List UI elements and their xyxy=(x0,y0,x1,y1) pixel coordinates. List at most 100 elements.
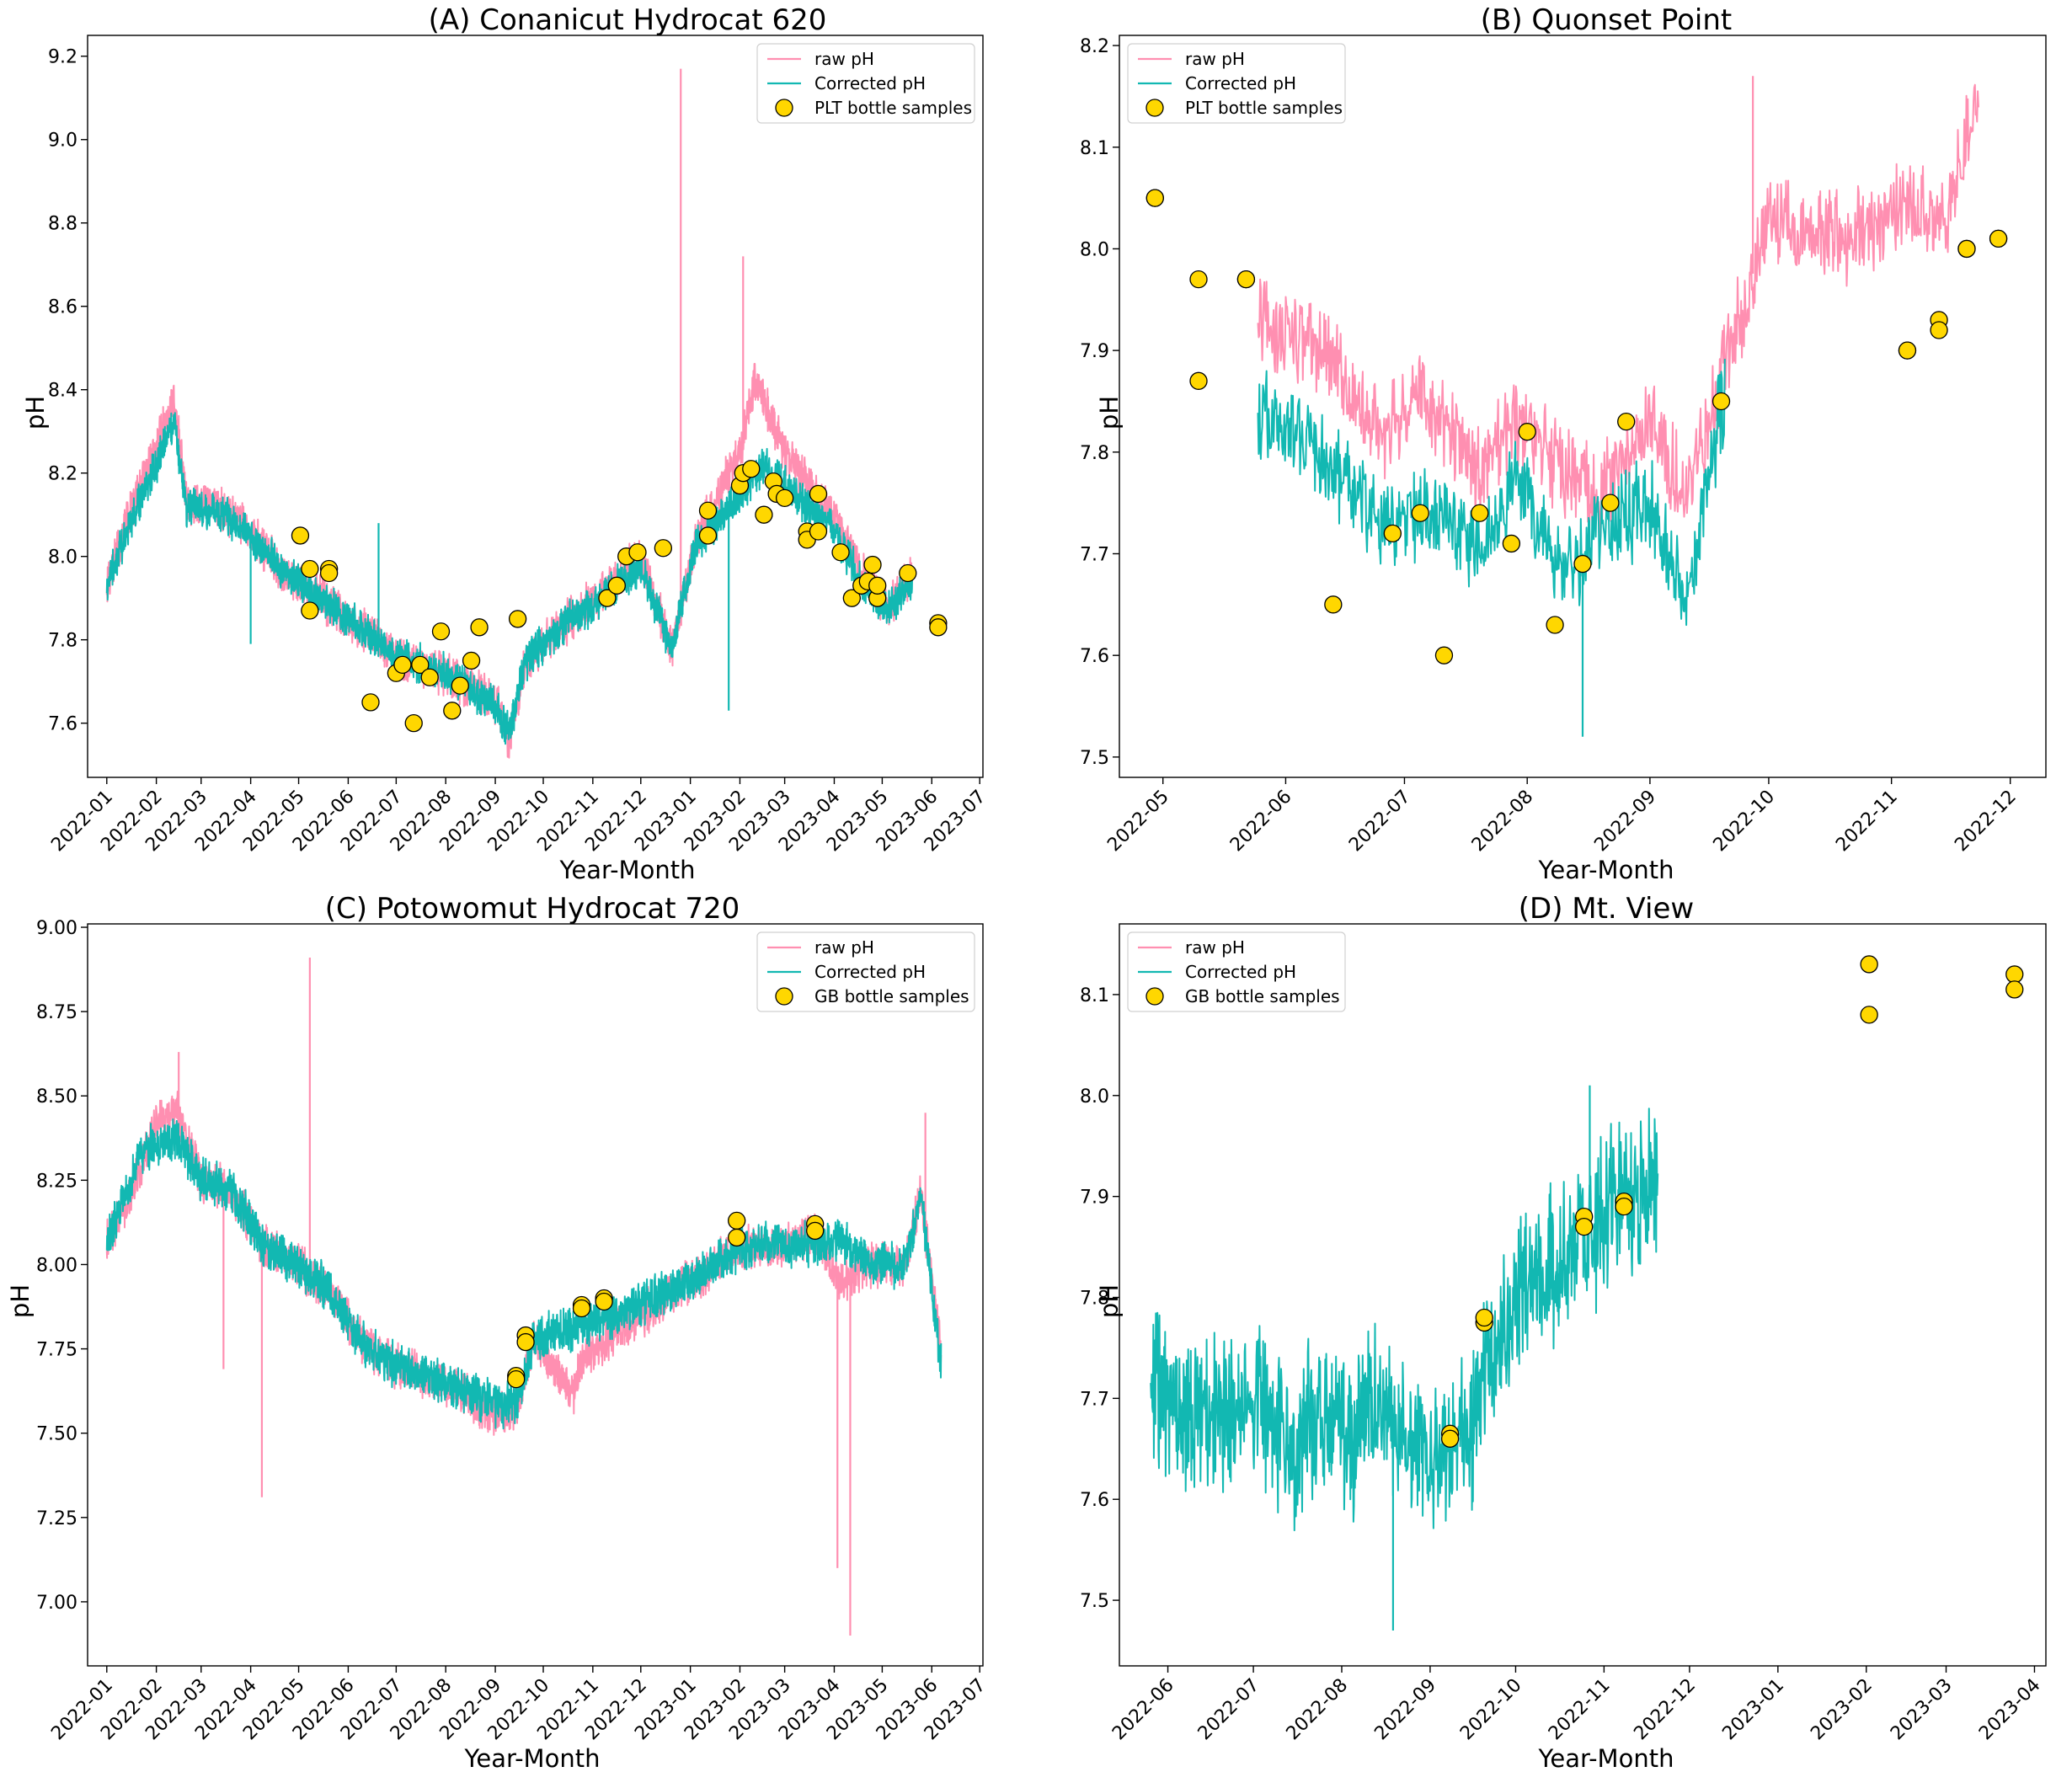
bottle-sample-point xyxy=(2005,980,2024,999)
bottle-sample-point xyxy=(1546,616,1564,634)
x-tick-label: 2022-07 xyxy=(1194,1675,1264,1745)
y-tick-label: 7.00 xyxy=(36,1593,77,1614)
legend-label: GB bottle samples xyxy=(1185,986,1340,1006)
bottle-sample-point xyxy=(806,1221,825,1241)
raw-ph-line xyxy=(105,362,914,759)
bottle-sample-point xyxy=(301,559,319,579)
legend-label: raw pH xyxy=(1185,49,1245,69)
bottle-sample-point xyxy=(1573,554,1592,574)
bottle-sample-point xyxy=(420,668,439,686)
bottle-sample-point xyxy=(291,526,310,545)
bottle-sample-point xyxy=(698,501,718,520)
bottle-sample-point xyxy=(1518,423,1536,441)
x-tick-label: 2023-03 xyxy=(1887,1675,1957,1745)
bottle-sample-point xyxy=(1860,955,1878,974)
bottle-sample-point xyxy=(1860,1006,1878,1024)
bottle-sample-point xyxy=(1236,270,1256,289)
x-tick-label: 2022-09 xyxy=(1370,1675,1440,1745)
bottle-sample-point xyxy=(1712,392,1731,411)
raw-ph-line xyxy=(1257,83,1979,537)
bottle-sample-point xyxy=(508,610,527,628)
y-tick-label: 7.5 xyxy=(1080,748,1109,769)
axes-frame xyxy=(1119,35,2047,778)
bottle-sample-point xyxy=(1617,412,1636,431)
bottle-sample-point xyxy=(572,1299,591,1318)
plot-area xyxy=(105,958,943,1636)
bottle-sample-point xyxy=(1383,524,1402,543)
y-tick-label: 8.50 xyxy=(36,1086,77,1108)
bottle-sample-point xyxy=(1471,504,1489,522)
bottle-sample-point xyxy=(809,484,828,504)
x-tick-label: 2023-04 xyxy=(1975,1675,2045,1745)
x-tick-label: 2022-11 xyxy=(1832,787,1902,857)
bottle-sample-point xyxy=(742,460,761,478)
panel-d-title: (D) Mt. View xyxy=(1519,892,1694,926)
y-tick-label: 8.2 xyxy=(1080,36,1109,57)
x-tick-label: 2022-06 xyxy=(1226,787,1296,857)
legend-label: PLT bottle samples xyxy=(814,98,972,118)
panel-a-xlabel: Year-Month xyxy=(559,856,696,884)
bottle-sample-point xyxy=(451,676,469,695)
bottle-sample-point xyxy=(1989,229,2008,248)
y-tick-label: 9.2 xyxy=(48,47,77,68)
bottle-sample-point xyxy=(598,589,617,607)
bottle-sample-point xyxy=(654,539,673,558)
panel-a-ylabel: pH xyxy=(21,396,50,430)
bottle-sample-point xyxy=(1440,1429,1460,1448)
x-tick-label: 2022-08 xyxy=(1283,1675,1353,1745)
corrected-ph-line xyxy=(1257,358,1726,627)
bottle-sample-point xyxy=(1575,1217,1594,1236)
panel-c-ylabel: pH xyxy=(6,1284,35,1318)
y-tick-label: 8.25 xyxy=(36,1171,77,1192)
panel-c-title: (C) Potowomut Hydrocat 720 xyxy=(325,892,740,926)
y-tick-label: 8.4 xyxy=(48,381,77,402)
x-tick-label: 2022-08 xyxy=(1468,787,1538,857)
y-tick-label: 7.8 xyxy=(1080,1288,1109,1309)
legend: raw pH Corrected pH GB bottle samples xyxy=(1127,931,1346,1012)
bottle-sample-point xyxy=(628,543,647,562)
panel-d-xlabel: Year-Month xyxy=(1538,1744,1674,1772)
bottle-sample-point xyxy=(809,522,828,541)
x-tick-label: 2023-02 xyxy=(1807,1675,1877,1745)
y-tick-label: 7.9 xyxy=(1080,341,1109,362)
x-tick-label: 2023-01 xyxy=(1718,1675,1788,1745)
x-tick-label: 2022-10 xyxy=(1456,1675,1526,1745)
legend-label: raw pH xyxy=(814,937,874,958)
legend-swatch-bottle xyxy=(775,99,793,117)
plot-area xyxy=(1150,1085,1659,1631)
y-tick-label: 7.6 xyxy=(1080,646,1109,667)
x-tick-label: 2022-06 xyxy=(1108,1675,1178,1745)
bottle-sample-point xyxy=(775,488,794,508)
bottle-sample-point xyxy=(595,1292,613,1311)
legend-swatch-bottle xyxy=(1145,99,1164,117)
y-tick-label: 7.7 xyxy=(1080,1389,1109,1410)
bottle-sample-point xyxy=(899,563,917,583)
panel-d-mtview: (D) Mt. View Year-Month pH 7.57.67.77.87… xyxy=(1080,892,2047,1772)
legend-swatch-bottle xyxy=(1145,987,1164,1006)
bottle-sample-point xyxy=(411,655,430,675)
panel-a-conanicut: (A) Conanicut Hydrocat 620 Year-Month pH… xyxy=(21,3,990,884)
panel-b-quonset: (B) Quonset Point Year-Month pH 7.57.67.… xyxy=(1080,3,2047,884)
legend: raw pH Corrected pH PLT bottle samples xyxy=(1127,43,1346,124)
legend-label: raw pH xyxy=(1185,937,1245,958)
legend: raw pH Corrected pH PLT bottle samples xyxy=(756,43,975,124)
bottle-sample-point xyxy=(1189,371,1208,390)
y-tick-label: 8.8 xyxy=(48,214,77,235)
panel-a-title: (A) Conanicut Hydrocat 620 xyxy=(429,3,827,37)
bottle-sample-point xyxy=(2005,965,2024,984)
bottle-sample-point xyxy=(842,589,861,607)
y-tick-label: 8.75 xyxy=(36,1002,77,1023)
x-tick-label: 2022-07 xyxy=(1345,787,1415,857)
x-tick-label: 2022-12 xyxy=(1951,787,2021,857)
bottle-sample-point xyxy=(831,543,850,562)
y-tick-label: 7.25 xyxy=(36,1508,77,1529)
bottle-sample-point xyxy=(516,1332,535,1352)
plot-area xyxy=(105,68,914,759)
y-tick-label: 8.00 xyxy=(36,1255,77,1276)
bottle-sample-point xyxy=(404,714,423,733)
bottle-sample-point xyxy=(698,526,718,545)
y-tick-label: 7.8 xyxy=(48,631,77,652)
axes-frame xyxy=(87,923,984,1667)
y-tick-label: 7.75 xyxy=(36,1340,77,1361)
y-tick-label: 7.8 xyxy=(1080,443,1109,464)
